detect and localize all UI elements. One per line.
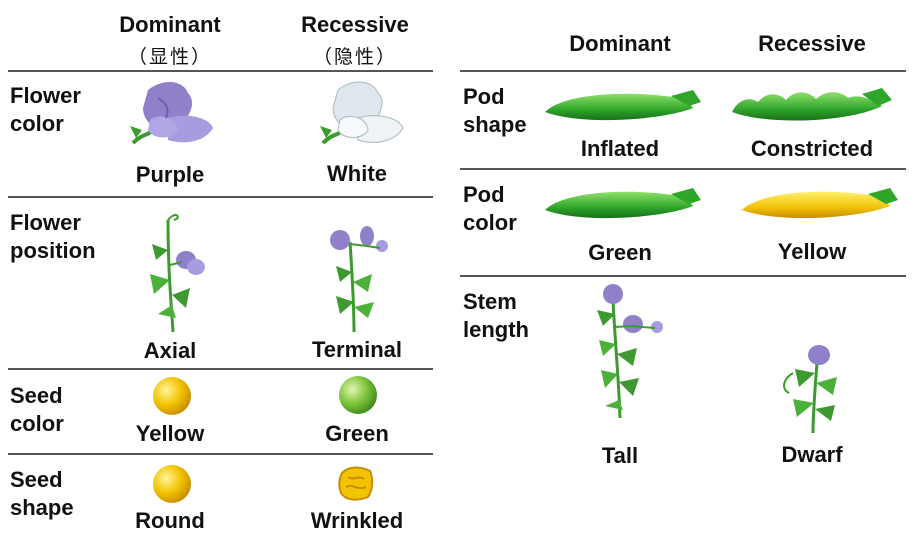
left-header-recessive-zh: （隐性）	[312, 47, 397, 68]
left-rule-2	[8, 368, 433, 370]
left-header-dominant: Dominant	[119, 12, 221, 37]
constricted-pod-icon	[732, 88, 892, 121]
trait-line-2: position	[10, 238, 96, 263]
green-pod-icon	[545, 188, 701, 219]
round-seed-icon	[153, 465, 191, 503]
caption-yellow-pod: Yellow	[777, 239, 847, 264]
trait-line-1: Stem	[463, 289, 517, 314]
trait-line-2: color	[463, 210, 517, 235]
caption-constricted: Constricted	[750, 136, 874, 161]
caption-inflated: Inflated	[580, 136, 660, 161]
yellow-seed-icon	[153, 377, 191, 415]
caption-terminal: Terminal	[311, 337, 403, 362]
axial-plant-icon	[150, 214, 205, 333]
left-header-dominant-zh: （显性）	[127, 47, 212, 68]
caption-tall: Tall	[601, 443, 639, 468]
caption-green-pod: Green	[588, 240, 652, 265]
caption-white: White	[327, 161, 387, 186]
caption-yellow-seed: Yellow	[135, 421, 205, 446]
yellow-pod-icon	[742, 188, 898, 219]
trait-seed-shape: Seed shape	[10, 466, 74, 522]
caption-round: Round	[135, 508, 205, 533]
caption-purple: Purple	[135, 162, 205, 187]
caption-green-seed: Green	[325, 421, 389, 446]
right-header-dominant: Dominant	[569, 31, 671, 56]
green-seed-icon	[339, 376, 377, 414]
trait-line-2: length	[463, 317, 529, 342]
inflated-pod-icon	[545, 90, 701, 121]
left-rule-1	[8, 196, 433, 198]
caption-axial: Axial	[143, 338, 197, 363]
trait-line-1: Pod	[463, 182, 505, 207]
trait-line-1: Flower	[10, 210, 81, 235]
trait-line-2: color	[10, 411, 64, 436]
trait-line-2: shape	[10, 495, 74, 520]
trait-line-1: Pod	[463, 84, 505, 109]
left-rule-3	[8, 453, 433, 455]
left-header-recessive: Recessive	[301, 12, 409, 37]
right-rule-1	[460, 168, 906, 170]
trait-seed-color: Seed color	[10, 382, 64, 438]
right-rule-2	[460, 275, 906, 277]
left-rule-top	[8, 70, 433, 72]
trait-line-2: color	[10, 111, 64, 136]
purple-flower-icon	[130, 82, 213, 145]
tall-plant-icon	[597, 284, 663, 419]
trait-stem-length: Stem length	[463, 288, 529, 344]
caption-dwarf: Dwarf	[781, 442, 843, 467]
right-rule-top	[460, 70, 906, 72]
trait-line-1: Seed	[10, 383, 63, 408]
white-flower-icon	[320, 81, 404, 145]
dwarf-plant-icon	[783, 345, 837, 434]
caption-wrinkled: Wrinkled	[310, 508, 404, 533]
trait-line-1: Flower	[10, 83, 81, 108]
trait-flower-position: Flower position	[10, 209, 96, 265]
trait-line-2: shape	[463, 112, 527, 137]
trait-line-1: Seed	[10, 467, 63, 492]
terminal-plant-icon	[330, 226, 388, 333]
trait-pod-color: Pod color	[463, 181, 517, 237]
trait-pod-shape: Pod shape	[463, 83, 527, 139]
right-header-recessive: Recessive	[758, 31, 866, 56]
wrinkled-seed-icon	[338, 466, 374, 501]
trait-flower-color: Flower color	[10, 82, 81, 138]
